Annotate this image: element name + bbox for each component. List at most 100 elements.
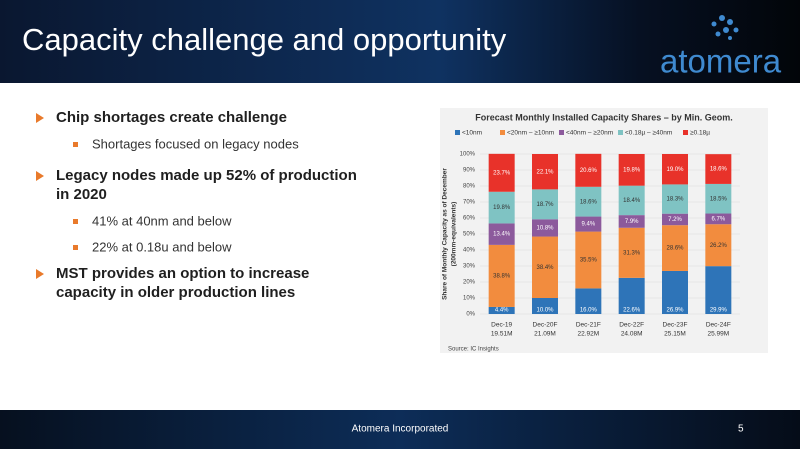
y-tick-label: 50% — [463, 232, 476, 238]
x-tick-label: 22.92M — [577, 331, 599, 338]
x-tick-label: 21.09M — [534, 331, 556, 338]
data-label: 19.8% — [493, 205, 511, 211]
data-label: 9.4% — [581, 222, 595, 228]
bar-segment — [532, 298, 558, 314]
y-tick-label: 0% — [466, 312, 475, 318]
data-label: 26.9% — [666, 308, 684, 314]
data-label: 29.9% — [710, 308, 728, 314]
bar-segment — [488, 191, 515, 224]
header-band — [0, 0, 800, 83]
legend-swatch — [500, 130, 505, 135]
bar-segment — [662, 213, 688, 226]
data-label: 20.6% — [580, 168, 598, 174]
slide-title: Capacity challenge and opportunity — [22, 22, 507, 57]
chart-title: Forecast Monthly Installed Capacity Shar… — [475, 112, 733, 122]
data-label: 18.5% — [710, 196, 728, 202]
legend-label: <20nm – ≥10nm — [507, 130, 554, 137]
data-label: 4.4% — [495, 308, 509, 314]
bar-segment — [575, 153, 602, 187]
y-tick-label: 100% — [460, 152, 476, 158]
data-label: 19.0% — [666, 167, 684, 173]
x-tick-label: Dec-20F — [533, 322, 558, 329]
bar-segment — [705, 183, 732, 214]
bullet-arrow — [36, 113, 44, 123]
data-label: 10.0% — [536, 308, 554, 314]
x-tick-label: Dec-19 — [491, 322, 512, 329]
bar-segment — [488, 306, 515, 314]
logo-dots — [711, 15, 739, 40]
x-tick-label: Dec-21F — [576, 322, 601, 329]
bullet-text: MST provides an option to increase — [56, 265, 309, 282]
x-tick-label: 25.99M — [707, 331, 729, 338]
footer-company: Atomera Incorporated — [352, 424, 449, 435]
x-tick-label: Dec-23F — [663, 322, 688, 329]
sub-bullet-square — [73, 245, 78, 250]
data-label: 38.8% — [493, 273, 511, 279]
data-label: 28.6% — [666, 246, 684, 252]
data-label: 16.0% — [580, 308, 598, 314]
legend-swatch — [618, 130, 623, 135]
bar-segment — [662, 270, 688, 314]
legend-label: ≥0.18µ — [690, 130, 710, 137]
x-tick-label: Dec-24F — [706, 322, 731, 329]
data-label: 10.8% — [536, 225, 554, 231]
legend-swatch — [455, 130, 460, 135]
bar-segment — [662, 225, 688, 271]
logo: atomera — [660, 43, 782, 80]
data-label: 6.7% — [711, 216, 725, 222]
bar-segment — [662, 184, 688, 214]
bar-segment — [705, 213, 732, 225]
sub-bullet-text: 22% at 0.18u and below — [92, 239, 232, 254]
bar-segment — [532, 154, 558, 190]
bar-segment — [618, 154, 645, 186]
bar-segment — [532, 236, 558, 298]
x-tick-label: 25.15M — [664, 331, 686, 338]
sub-bullet-square — [73, 142, 78, 147]
bar-segment — [488, 153, 515, 192]
sub-bullet-square — [73, 219, 78, 224]
data-label: 26.2% — [710, 243, 728, 249]
chart-source: Source: IC Insights — [448, 347, 499, 353]
data-label: 22.6% — [623, 308, 641, 314]
sub-bullet-text: Shortages focused on legacy nodes — [92, 136, 299, 151]
legend-swatch — [683, 130, 688, 135]
data-label: 18.3% — [666, 197, 684, 203]
legend-swatch — [559, 130, 564, 135]
y-tick-label: 30% — [463, 264, 476, 270]
y-axis-label: Share of Monthly Capacity as of December — [442, 168, 449, 300]
bullet-text: capacity in older production lines — [56, 284, 295, 301]
data-label: 7.2% — [668, 217, 682, 223]
y-tick-label: 10% — [463, 296, 476, 302]
bar-segment — [575, 186, 602, 217]
data-label: 38.4% — [536, 265, 554, 271]
y-tick-label: 90% — [463, 168, 476, 174]
data-label: 22.1% — [536, 169, 554, 175]
bar-segment — [618, 277, 645, 314]
y-tick-label: 20% — [463, 280, 476, 286]
bar-segment — [662, 154, 688, 185]
x-tick-label: Dec-22F — [619, 322, 644, 329]
data-label: 23.7% — [493, 170, 511, 176]
legend-label: <40nm – ≥20nm — [566, 130, 613, 137]
bar-segment — [532, 189, 558, 220]
bar-segment — [618, 215, 645, 228]
bar-segment — [618, 227, 645, 278]
x-tick-label: 24.08M — [621, 331, 643, 338]
y-axis-label: (200mm-equivalents) — [451, 202, 458, 267]
footer-band — [0, 410, 800, 449]
y-tick-label: 70% — [463, 200, 476, 206]
bar-segment — [705, 224, 732, 267]
data-label: 35.5% — [580, 258, 598, 264]
data-label: 19.8% — [623, 167, 641, 173]
y-tick-label: 80% — [463, 184, 476, 190]
bar-segment — [575, 231, 602, 289]
data-label: 31.3% — [623, 250, 641, 256]
legend-label: <0.18µ – ≥40nm — [625, 130, 672, 137]
bar-segment — [488, 244, 515, 307]
bar-segment — [618, 185, 645, 216]
data-label: 18.6% — [580, 199, 598, 205]
data-label: 18.6% — [710, 167, 728, 173]
bar-segment — [575, 288, 602, 314]
bullet-text: Chip shortages create challenge — [56, 109, 287, 126]
